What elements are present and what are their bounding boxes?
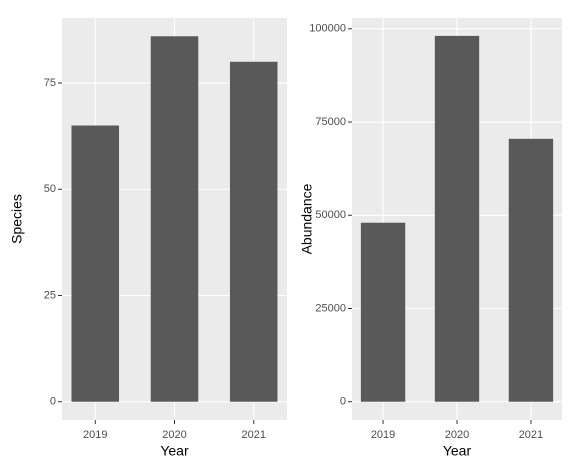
bar [508,138,554,402]
bar [229,61,278,402]
x-tick-label: 2020 [445,429,469,441]
x-axis-title: Year [443,443,472,459]
y-tick-label: 100000 [309,23,346,35]
y-axis-title: Abundance [299,183,315,254]
x-tick-label: 2021 [519,429,543,441]
x-tick-label: 2020 [162,429,186,441]
y-tick-label: 0 [50,396,56,408]
y-axis-title: Species [9,194,25,244]
x-tick-label: 2019 [83,429,107,441]
x-tick-label: 2019 [371,429,395,441]
bar [360,222,406,402]
bar [71,125,120,402]
x-axis-title: Year [160,443,189,459]
y-tick-label: 50 [44,183,56,195]
y-tick-label: 0 [340,396,346,408]
y-tick-label: 75000 [315,116,346,128]
y-tick-label: 25000 [315,302,346,314]
bar [434,35,480,402]
y-tick-label: 50000 [315,209,346,221]
y-tick-label: 25 [44,289,56,301]
bar [150,36,199,402]
y-tick-label: 75 [44,77,56,89]
x-tick-label: 2021 [241,429,265,441]
